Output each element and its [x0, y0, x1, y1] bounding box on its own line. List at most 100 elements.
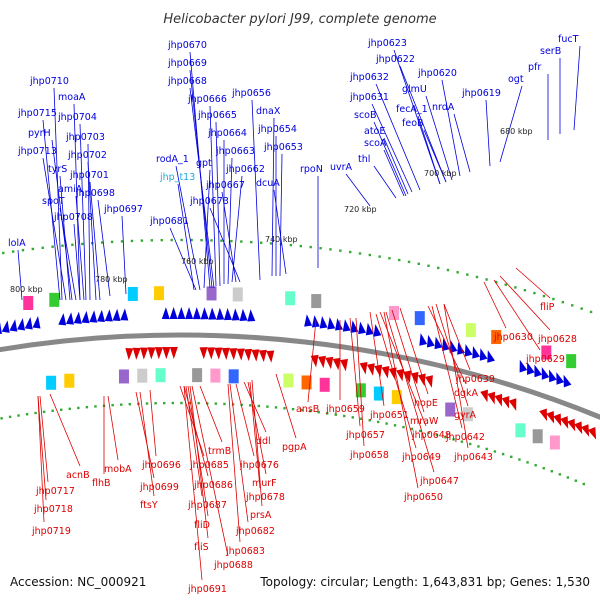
feature-block: [389, 305, 400, 320]
forward-gene-label: jhp0698: [75, 188, 115, 199]
forward-gene-arrow: [549, 369, 557, 383]
forward-gene-label: jhp0701: [69, 170, 109, 181]
forward-gene-label: pfr: [528, 62, 541, 73]
reverse-gene-arrow: [359, 362, 368, 375]
label-leaders: [17, 45, 581, 581]
forward-gene-arrow: [161, 307, 170, 320]
forward-gene-label: jhp0668: [167, 76, 207, 87]
accession-text: Accession: NC_000921: [10, 575, 146, 589]
forward-gene-arrow: [479, 348, 488, 361]
forward-gene-label: rodA_1: [156, 154, 189, 165]
reverse-gene-label: fliD: [194, 520, 210, 531]
reverse-gene-arrow: [206, 347, 215, 360]
reverse-gene-label: jhp0628: [537, 334, 577, 345]
forward-gene-arrow: [541, 367, 550, 380]
forward-gene-arrow: [177, 307, 186, 320]
reverse-gene-label: trmB: [208, 446, 231, 457]
reverse-gene-label: ansB: [296, 404, 319, 415]
feature-block: [391, 390, 402, 405]
forward-gene-label: ogt: [508, 74, 524, 85]
reverse-gene-label: ftsY: [140, 500, 158, 511]
reverse-gene-label: mraW: [410, 416, 439, 427]
feature-block: [210, 368, 221, 383]
feature-block: [566, 354, 577, 369]
reverse-gene-label: acnB: [66, 470, 90, 481]
reverse-gene-arrow: [487, 391, 496, 405]
feature-block: [232, 287, 243, 302]
reverse-gene-arrow: [140, 347, 149, 360]
reverse-gene-arrow: [332, 357, 341, 371]
forward-gene-label: fecA_1: [396, 104, 428, 115]
forward-gene-label: jhp0619: [461, 88, 501, 99]
reverse-gene-arrow: [480, 389, 488, 403]
forward-gene-label: serB: [540, 46, 561, 57]
forward-gene-label: scoA: [364, 138, 387, 149]
feature-block: [49, 292, 60, 307]
forward-gene-label: jhp0622: [375, 54, 415, 65]
reverse-gene-arrow: [229, 348, 238, 361]
reverse-gene-arrow: [425, 375, 433, 388]
reverse-gene-arrow: [221, 347, 230, 360]
forward-gene-label: pyrH: [28, 128, 51, 139]
forward-gene-label: lolA: [8, 238, 26, 249]
reverse-gene-label: jhp0651: [369, 410, 409, 421]
reverse-gene-label: jhp0719: [31, 526, 71, 537]
forward-gene-label: jhp0620: [417, 68, 457, 79]
tick-740: 740 kbp: [265, 235, 298, 244]
forward-gene-arrow: [224, 308, 232, 321]
forward-gene-label: jhp0631: [349, 92, 389, 103]
forward-gene-arrow: [185, 307, 194, 320]
reverse-gene-label: jhp0658: [349, 450, 389, 461]
feature-block: [118, 369, 129, 384]
topology-text: Topology: circular; Length: 1,643,831 bp…: [259, 575, 590, 589]
forward-gene-arrow: [239, 308, 248, 321]
forward-gene-arrow: [1, 320, 10, 333]
forward-gene-label: jhp0713: [17, 146, 57, 157]
reverse-gene-arrow: [244, 348, 253, 362]
forward-gene-label: jhp0632: [349, 72, 389, 83]
forward-gene-label: rpoN: [300, 164, 323, 175]
forward-gene-label: tyrS: [48, 164, 67, 175]
reverse-gene-arrow: [340, 358, 348, 372]
forward-gene-label: jhp0703: [65, 132, 105, 143]
reverse-gene-arrow: [494, 393, 503, 407]
reverse-gene-arrow: [199, 347, 208, 360]
feature-block: [285, 291, 296, 306]
forward-gene-label: moaA: [58, 92, 86, 103]
reverse-gene-arrow: [374, 364, 383, 378]
feature-block: [206, 286, 217, 301]
reverse-gene-label: jhp0642: [445, 432, 485, 443]
forward-gene-arrow: [335, 318, 343, 331]
feature-block: [137, 368, 148, 383]
feature-block: [283, 373, 294, 388]
forward-gene-arrow: [342, 319, 351, 332]
reverse-gene-label: prsA: [250, 510, 272, 521]
forward-gene-arrow: [534, 364, 543, 378]
forward-gene-label: gpt: [196, 158, 212, 169]
reverse-gene-label: jhp0630: [493, 332, 533, 343]
tick-700: 700 kbp: [424, 169, 457, 178]
feature-block: [228, 369, 239, 384]
feature-block: [414, 311, 425, 326]
forward-gene-label: amiA: [58, 184, 83, 195]
forward-gene-arrow: [9, 319, 18, 332]
forward-gene-label: jhp0664: [207, 128, 247, 139]
forward-gene-arrow: [0, 322, 2, 335]
forward-gene-arrow: [58, 313, 67, 326]
reverse-gene-label: ddl: [256, 436, 271, 447]
forward-gene-label: jhp0653: [263, 142, 303, 153]
forward-gene-label: jhp0663: [215, 146, 255, 157]
reverse-gene-label: jhp0650: [403, 492, 443, 503]
forward-gene-arrow: [97, 309, 106, 322]
reverse-gene-label: jhp0639: [455, 374, 495, 385]
forward-gene-arrow: [527, 362, 535, 375]
reverse-gene-arrow: [155, 347, 164, 360]
reverse-gene-label: jhp0691: [187, 584, 227, 595]
forward-gene-arrow: [319, 316, 328, 329]
forward-gene-arrow: [89, 310, 98, 323]
reverse-gene-arrow: [567, 418, 576, 432]
forward-gene-arrow: [208, 307, 217, 320]
feature-block: [64, 373, 75, 388]
reverse-gene-label: jhp0686: [193, 480, 233, 491]
